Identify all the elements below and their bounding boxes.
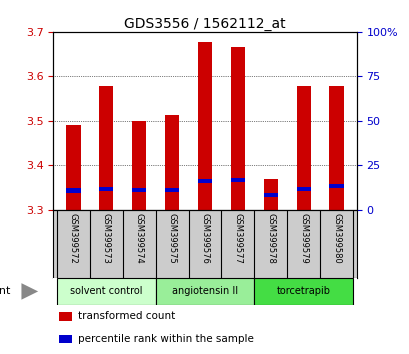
Bar (164, 115, 179, 210)
Bar (99, 187, 113, 191)
Text: GSM399579: GSM399579 (299, 213, 308, 264)
Text: percentile rank within the sample: percentile rank within the sample (77, 334, 253, 344)
Bar (56, 278, 155, 305)
Bar (59, 335, 71, 343)
Bar (197, 179, 212, 183)
Text: GSM399572: GSM399572 (68, 213, 77, 264)
Bar (131, 121, 146, 210)
Bar (155, 278, 254, 305)
Text: angiotensin II: angiotensin II (171, 286, 238, 296)
Text: GSM399577: GSM399577 (233, 213, 242, 264)
Bar (164, 188, 179, 192)
Bar (59, 313, 71, 321)
Text: agent: agent (0, 286, 11, 296)
Text: solvent control: solvent control (70, 286, 142, 296)
Bar (263, 179, 278, 210)
Bar (254, 278, 353, 305)
Bar (263, 193, 278, 197)
Text: GSM399576: GSM399576 (200, 213, 209, 264)
Bar (329, 184, 344, 188)
Text: GSM399580: GSM399580 (332, 213, 341, 264)
Bar (99, 86, 113, 210)
Bar (296, 187, 310, 191)
Title: GDS3556 / 1562112_at: GDS3556 / 1562112_at (124, 17, 285, 31)
Text: GSM399578: GSM399578 (266, 213, 275, 264)
Bar (131, 188, 146, 192)
Bar (296, 86, 310, 210)
Text: GSM399574: GSM399574 (134, 213, 143, 264)
Polygon shape (21, 283, 38, 300)
Bar (197, 42, 212, 210)
Bar (65, 188, 80, 193)
Bar (230, 47, 245, 210)
Text: torcetrapib: torcetrapib (276, 286, 330, 296)
Bar (65, 125, 80, 210)
Text: GSM399575: GSM399575 (167, 213, 176, 264)
Bar (329, 86, 344, 210)
Text: GSM399573: GSM399573 (101, 213, 110, 264)
Bar (230, 178, 245, 182)
Text: transformed count: transformed count (77, 312, 174, 321)
